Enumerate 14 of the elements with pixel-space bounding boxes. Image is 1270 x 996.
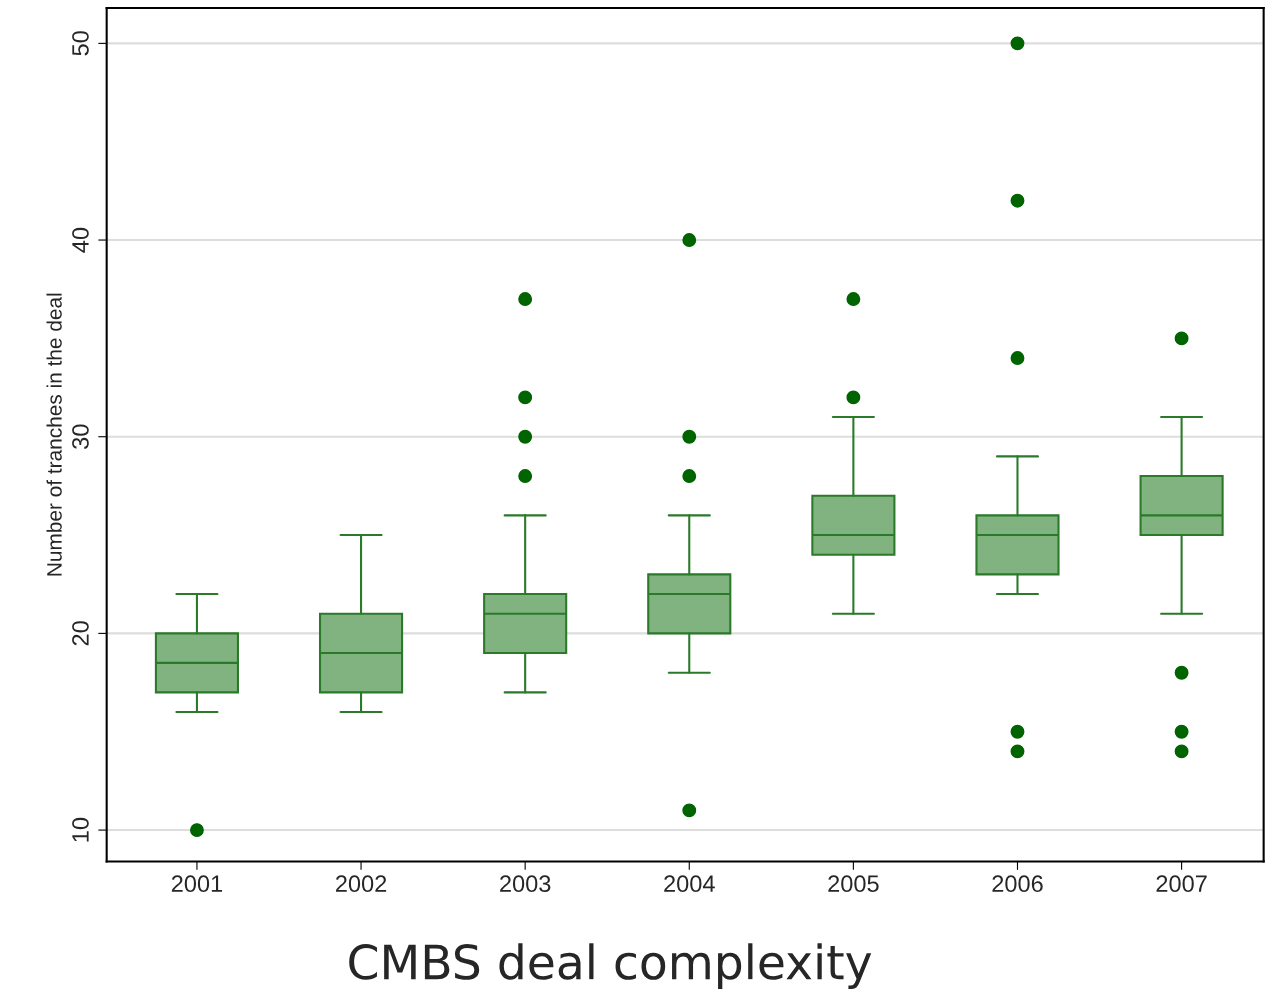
y-axis-title: Number of tranches in the deal (46, 293, 62, 576)
text: CMBS deal complexity (349, 943, 872, 989)
x-tick-label: 2007 (1156, 875, 1207, 893)
x-tick-label: 2001 (171, 875, 223, 893)
y-tick-label: 10 (72, 817, 89, 842)
y-tick-label: 20 (72, 621, 89, 646)
x-tick-label: 2002 (335, 875, 387, 893)
x-tick-label: 2005 (828, 875, 879, 893)
x-tick-label: 2004 (664, 875, 715, 893)
x-tick-label: 2006 (992, 875, 1043, 893)
y-tick-label: 40 (72, 227, 89, 253)
x-tick-label: 2003 (500, 875, 551, 893)
y-tick-label: 30 (72, 424, 89, 449)
y-tick-label: 50 (72, 31, 89, 56)
